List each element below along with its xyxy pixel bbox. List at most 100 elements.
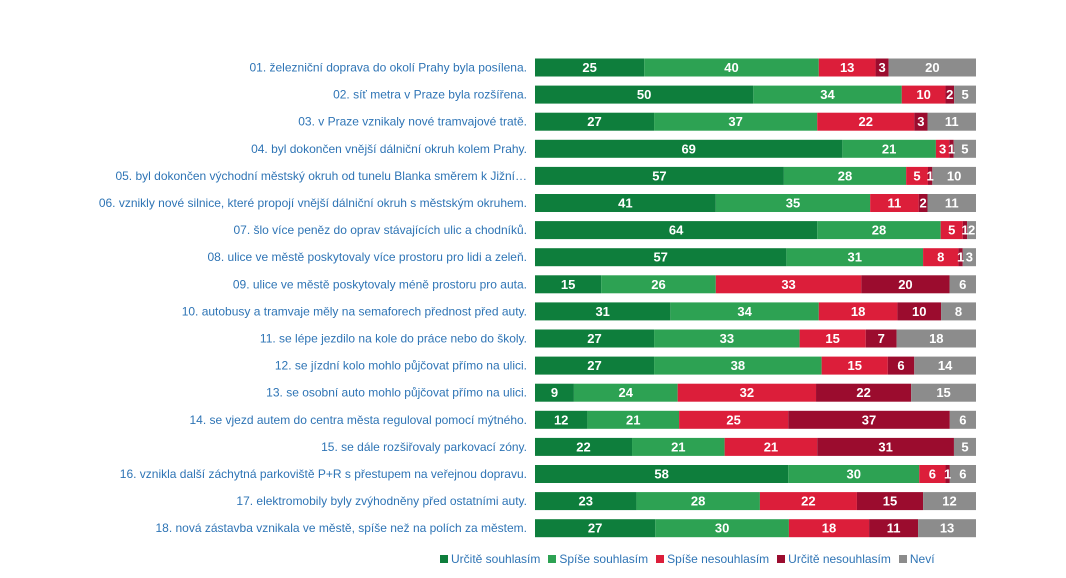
data-label: 5 (961, 87, 968, 102)
data-label: 15 (561, 277, 575, 292)
bar-segment (906, 166, 928, 185)
bar-segment (753, 85, 902, 104)
bar-segment (911, 383, 976, 402)
bar-segment (654, 356, 822, 375)
category-label: 06. vznikly nové silnice, které propojí … (99, 196, 527, 210)
bar-segment (927, 194, 976, 212)
bar-segment (587, 410, 680, 429)
bar-segment (919, 465, 946, 483)
bar-segment (887, 356, 915, 375)
bar-segment (842, 139, 936, 158)
bar-segment (945, 465, 950, 483)
bar-segment (927, 166, 933, 185)
bar-segment (923, 248, 959, 267)
bar-segment (788, 519, 870, 538)
category-label: 01. železniční doprava do okolí Prahy by… (249, 61, 527, 75)
data-label: 5 (961, 141, 968, 156)
bar-segment (962, 248, 976, 267)
data-label: 24 (619, 385, 634, 400)
legend-label: Spíše nesouhlasím (667, 552, 770, 566)
data-label: 13 (840, 60, 854, 75)
data-label: 3 (917, 114, 924, 129)
data-label: 1 (948, 141, 955, 156)
category-label: 10. autobusy a tramvaje měly na semafore… (182, 304, 527, 318)
legend-swatch (656, 555, 665, 563)
bar-segment (783, 166, 907, 185)
legend-item: Spíše nesouhlasím (656, 552, 769, 566)
bar-segment (949, 410, 976, 429)
bar-segment (949, 465, 976, 483)
bar-segment (870, 194, 919, 212)
legend-item: Určitě souhlasím (440, 552, 540, 566)
legend-item: Spíše souhlasím (548, 552, 648, 566)
legend-label: Určitě souhlasím (451, 552, 541, 566)
data-label: 27 (587, 114, 601, 129)
data-label: 18 (822, 521, 836, 536)
category-label: 03. v Praze vznikaly nové tramvajové tra… (298, 115, 527, 129)
data-label: 22 (859, 114, 873, 129)
bar-segment (654, 329, 800, 348)
bar-segment (888, 58, 976, 77)
data-label: 31 (878, 439, 892, 454)
bar-segment (901, 85, 946, 104)
category-label: 15. se dále rozšiřovaly parkovací zóny. (321, 440, 527, 454)
data-label: 20 (925, 60, 939, 75)
data-label: 20 (898, 277, 912, 292)
data-label: 12 (942, 494, 956, 509)
category-label: 07. šlo více peněz do oprav stávajících … (233, 223, 527, 237)
data-label: 30 (847, 467, 861, 482)
data-label: 34 (820, 87, 835, 102)
category-label: 05. byl dokončen východní městský okruh … (115, 169, 527, 183)
bar-segment (535, 166, 784, 185)
bar-segment (601, 275, 716, 294)
data-label: 1 (944, 467, 951, 482)
bar-segment (875, 58, 889, 77)
category-label: 14. se vjezd autem do centra města regul… (189, 413, 527, 427)
bar-segment (788, 410, 950, 429)
legend-label: Spíše souhlasím (559, 552, 649, 566)
bar-segment (949, 139, 954, 158)
data-label: 57 (653, 250, 667, 265)
data-label: 32 (740, 385, 754, 400)
category-label: 02. síť metra v Praze byla rozšířena. (333, 88, 527, 102)
bar-segment (816, 383, 912, 402)
bar-segment (535, 356, 655, 375)
bar-segment (967, 221, 976, 240)
data-label: 57 (652, 168, 666, 183)
data-label: 6 (959, 467, 966, 482)
bar-segment (941, 302, 976, 321)
bar-segment (535, 58, 645, 77)
bar-segment (535, 112, 655, 131)
bar-segment (535, 519, 656, 538)
legend-item: Určitě nesouhlasím (777, 552, 891, 566)
category-label: 12. se jízdní kolo mohlo půjčovat přímo … (275, 359, 527, 373)
bar-segment (821, 356, 888, 375)
bar-segment (958, 248, 963, 267)
legend-swatch (440, 555, 448, 563)
bar-segment (535, 248, 787, 267)
data-label: 10 (912, 304, 926, 319)
data-label: 15 (936, 385, 950, 400)
data-label: 1 (927, 168, 934, 183)
bar-segment (654, 112, 818, 131)
data-label: 41 (618, 196, 632, 211)
data-label: 6 (959, 412, 966, 427)
bar-segment (923, 492, 976, 511)
bar-segment (535, 85, 754, 104)
bar-segment (535, 410, 588, 429)
bars (535, 58, 976, 538)
data-label: 33 (781, 277, 795, 292)
data-label: 2 (946, 87, 953, 102)
bar-segment (856, 492, 924, 511)
data-label: 37 (862, 412, 876, 427)
data-label: 28 (838, 168, 852, 183)
bar-segment (535, 302, 671, 321)
bar-segment (535, 437, 633, 456)
bar-segment (535, 275, 602, 294)
legend-swatch (898, 555, 907, 563)
category-label: 09. ulice ve městě poskytovaly méně pros… (233, 277, 527, 291)
data-label: 26 (651, 277, 665, 292)
data-label: 30 (715, 521, 729, 536)
category-label: 18. nová zástavba vznikala ve městě, spí… (155, 521, 527, 535)
